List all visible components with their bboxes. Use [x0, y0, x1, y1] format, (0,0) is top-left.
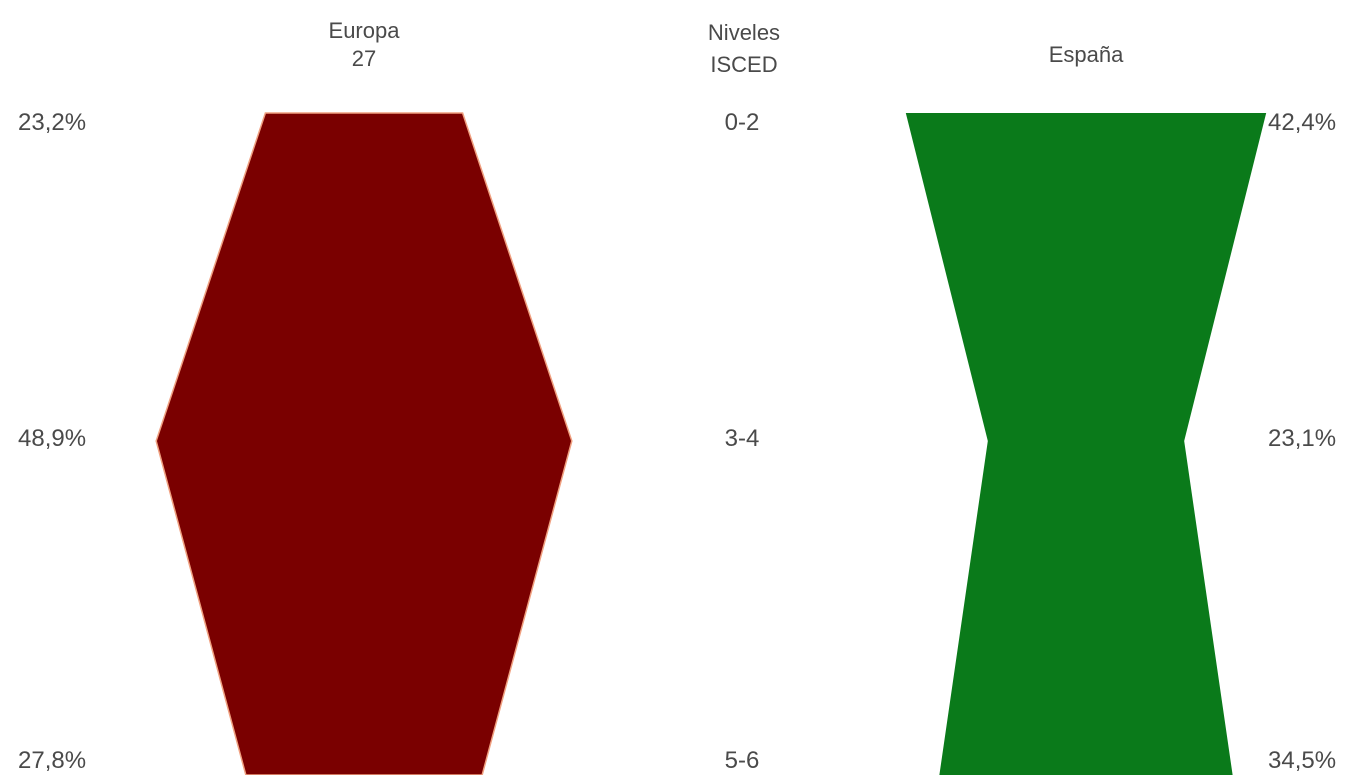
espana-value-0-2: 42,4%: [1268, 109, 1336, 136]
europa-distribution-shape: [155, 112, 573, 775]
level-label-3-4: 3-4: [725, 425, 760, 452]
espana-distribution-shape: [905, 113, 1267, 775]
levels-header-line-1: Niveles: [708, 20, 780, 45]
level-label-5-6: 5-6: [725, 747, 760, 774]
espana-value-3-4: 23,1%: [1268, 425, 1336, 452]
level-label-0-2: 0-2: [725, 109, 760, 136]
europa-header-line-1: Europa: [329, 18, 401, 43]
europa-value-0-2: 23,2%: [18, 109, 86, 136]
levels-header-line-2: ISCED: [710, 52, 777, 77]
europa-header-line-2: 27: [352, 46, 376, 71]
espana-header: España: [1049, 42, 1124, 67]
espana-value-5-6: 34,5%: [1268, 747, 1336, 774]
europa-value-3-4: 48,9%: [18, 425, 86, 452]
europa-value-5-6: 27,8%: [18, 747, 86, 774]
